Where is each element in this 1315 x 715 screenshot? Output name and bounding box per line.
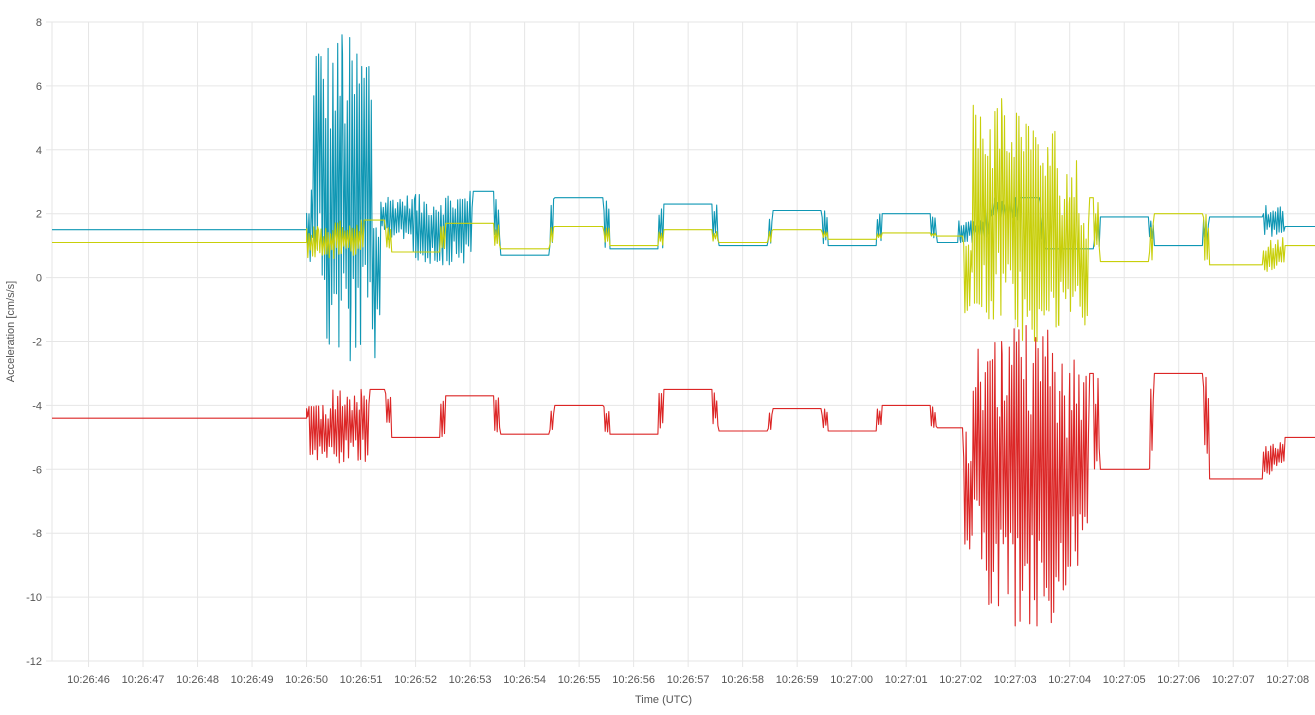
x-tick-label: 10:26:49 xyxy=(231,674,274,686)
y-axis-ticks: 8 6 4 2 0 -2 -4 -6 -8 -10 -12 xyxy=(26,17,42,668)
y-tick-label: 6 xyxy=(36,81,42,93)
y-tick-label: -4 xyxy=(32,400,42,412)
x-tick-label: 10:27:00 xyxy=(830,674,873,686)
x-tick-label: 10:26:46 xyxy=(67,674,110,686)
y-tick-label: -10 xyxy=(26,592,42,604)
y-tick-label: -6 xyxy=(32,464,42,476)
y-tick-label: -2 xyxy=(32,337,42,349)
x-tick-label: 10:26:50 xyxy=(285,674,328,686)
x-tick-label: 10:26:53 xyxy=(449,674,492,686)
series-line-2 xyxy=(52,98,1315,343)
x-tick-label: 10:26:55 xyxy=(558,674,601,686)
x-tick-label: 10:27:06 xyxy=(1157,674,1200,686)
x-tick-label: 10:26:59 xyxy=(776,674,819,686)
x-tick-label: 10:27:04 xyxy=(1048,674,1091,686)
x-tick-label: 10:26:57 xyxy=(667,674,710,686)
x-axis-title: Time (UTC) xyxy=(635,694,692,706)
x-tick-label: 10:26:52 xyxy=(394,674,437,686)
x-tick-label: 10:26:51 xyxy=(340,674,383,686)
x-tick-label: 10:27:05 xyxy=(1103,674,1146,686)
x-tick-label: 10:27:08 xyxy=(1266,674,1309,686)
y-tick-label: 4 xyxy=(36,145,42,157)
y-tick-label: 8 xyxy=(36,17,42,29)
series-line-1 xyxy=(52,34,1315,362)
x-tick-label: 10:27:03 xyxy=(994,674,1037,686)
x-tick-label: 10:26:56 xyxy=(612,674,655,686)
x-tick-label: 10:26:48 xyxy=(176,674,219,686)
series-group xyxy=(52,34,1315,627)
series-line-3 xyxy=(52,324,1315,627)
x-tick-label: 10:27:02 xyxy=(939,674,982,686)
x-tick-label: 10:26:58 xyxy=(721,674,764,686)
x-tick-label: 10:27:07 xyxy=(1212,674,1255,686)
x-tick-label: 10:26:47 xyxy=(122,674,165,686)
y-tick-label: 2 xyxy=(36,209,42,221)
grid xyxy=(46,21,1315,667)
x-tick-label: 10:27:01 xyxy=(885,674,928,686)
y-tick-label: 0 xyxy=(36,273,42,285)
y-tick-label: -12 xyxy=(26,656,42,668)
y-tick-label: -8 xyxy=(32,528,42,540)
x-tick-label: 10:26:54 xyxy=(503,674,546,686)
y-axis-title: Acceleration [cm/s/s] xyxy=(5,281,17,382)
x-axis-ticks: 10:26:46 10:26:47 10:26:48 10:26:49 10:26:50… xyxy=(67,674,1309,686)
